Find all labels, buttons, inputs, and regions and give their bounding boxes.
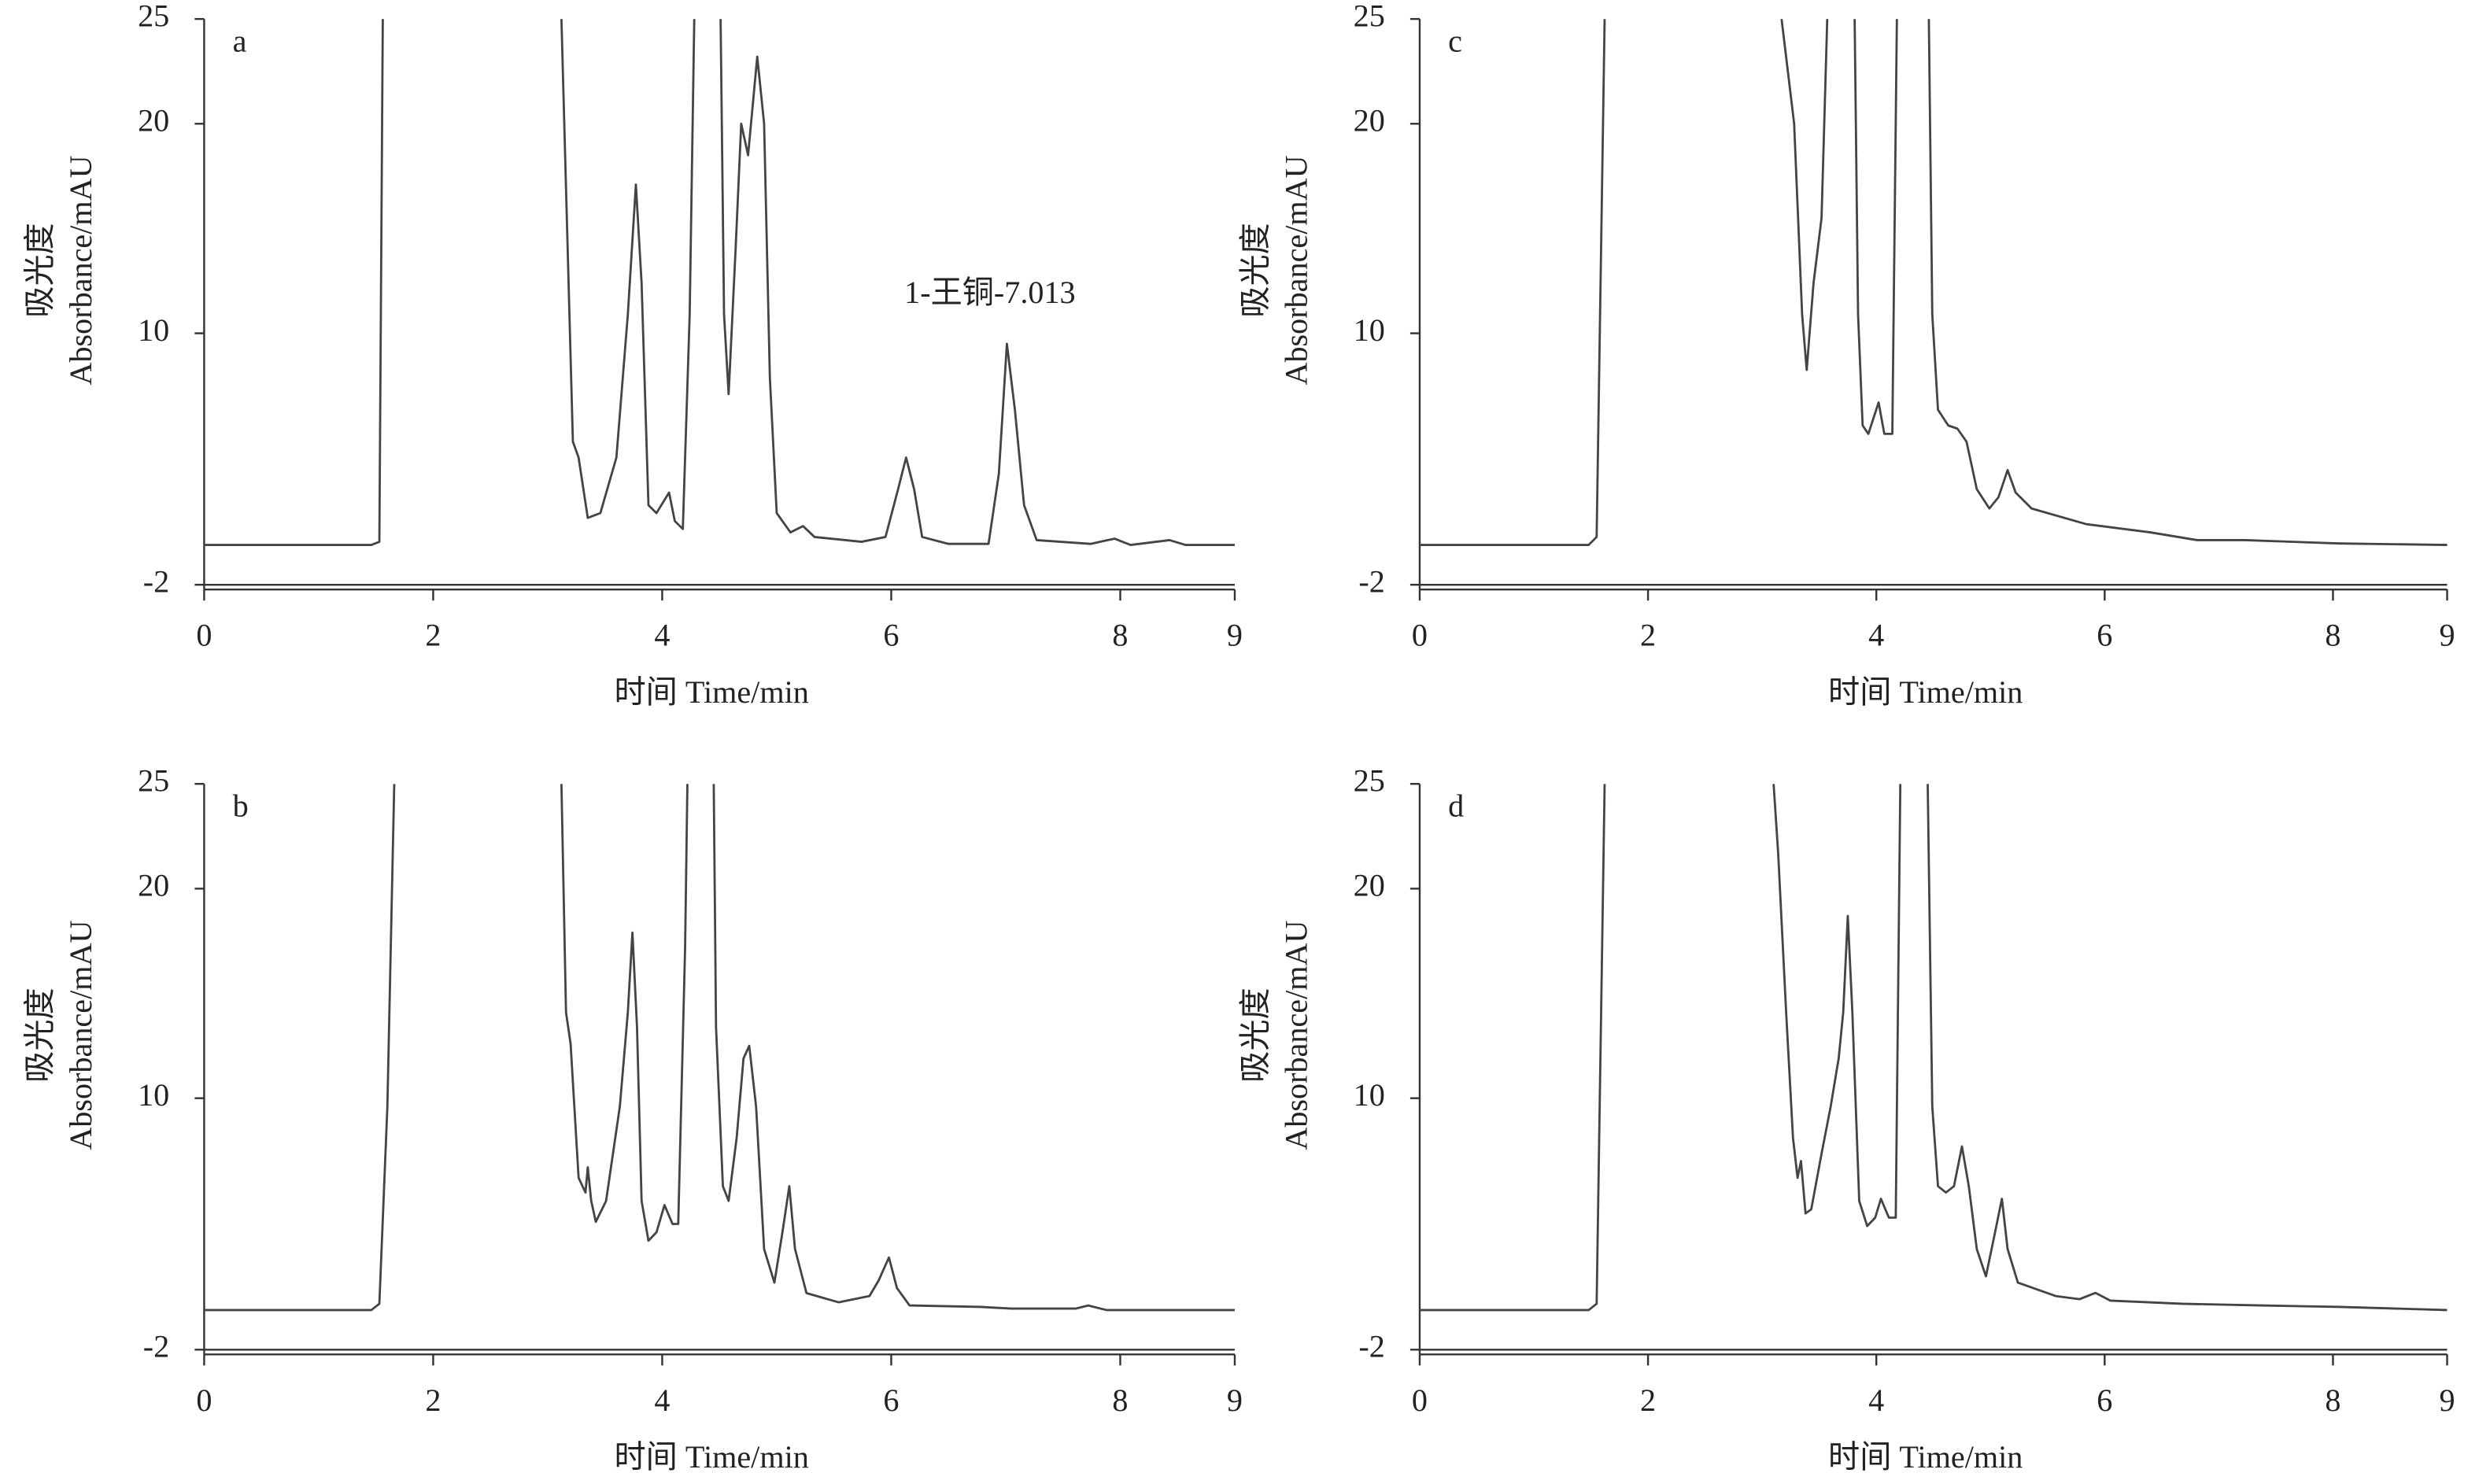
x-tick-label: 0	[1412, 618, 1428, 653]
y-tick-label: 25	[138, 762, 169, 798]
y-tick-label: -2	[1358, 1328, 1384, 1364]
x-tick-label: 6	[883, 1382, 899, 1418]
y-tick-label: -2	[1358, 563, 1384, 599]
y-tick-label: 20	[1354, 868, 1385, 903]
x-tick-label: 4	[654, 1382, 670, 1418]
y-axis-label: Absorbance/mAU	[1279, 920, 1314, 1150]
x-tick-label: 0	[196, 618, 212, 653]
y-tick-label: 10	[138, 312, 169, 348]
y-tick-label: -2	[143, 1328, 169, 1364]
x-tick-label: 4	[654, 618, 670, 653]
panel: 0 2 4 6 8 9 -2 10 20 25 时间 Time/min 吸光度 Absorbance/m…	[22, 762, 1243, 1475]
x-tick-label: 8	[2325, 1382, 2340, 1418]
x-tick-label: 2	[1640, 1382, 1656, 1418]
y-tick-label: 25	[1354, 0, 1385, 33]
x-tick-label: 4	[1868, 618, 1884, 653]
panel-label: b	[233, 788, 249, 824]
y-tick-label: 10	[1354, 1077, 1385, 1113]
x-tick-label: 0	[1412, 1382, 1428, 1418]
y-axis-label: Absorbance/mAU	[63, 155, 98, 385]
peak-annotation: 1-王铜-7.013	[904, 275, 1076, 310]
trace	[1419, 784, 2448, 1312]
x-axis-label: 时间 Time/min	[614, 674, 808, 710]
y-tick-label: 10	[1354, 312, 1385, 348]
x-tick-label: 9	[2439, 1382, 2455, 1418]
y-tick-label: -2	[143, 563, 169, 599]
x-axis-label: 时间 Time/min	[1828, 674, 2023, 710]
panel: 0 2 4 6 8 9 -2 10 20 25 时间 Time/min 吸光度 Absorbance/m…	[1237, 762, 2455, 1475]
x-tick-label: 9	[1227, 618, 1243, 653]
y-axis-label: 吸光度	[1237, 987, 1273, 1082]
y-tick-label: 25	[138, 0, 169, 33]
x-tick-label: 8	[1112, 1382, 1128, 1418]
x-axis-label: 时间 Time/min	[1828, 1439, 2023, 1475]
x-tick-label: 2	[425, 1382, 441, 1418]
panel: 0 2 4 6 8 9 -2 10 20 25 时间 Time/min 吸光度 Absorbance/m…	[1237, 0, 2455, 710]
y-tick-label: 20	[138, 868, 169, 903]
y-tick-label: 25	[1354, 762, 1385, 798]
x-tick-label: 6	[883, 618, 899, 653]
x-tick-label: 0	[196, 1382, 212, 1418]
trace	[1419, 19, 2448, 546]
x-tick-label: 9	[1227, 1382, 1243, 1418]
panel-label: a	[233, 23, 247, 58]
y-tick-label: 10	[138, 1077, 169, 1113]
x-tick-label: 8	[2325, 618, 2340, 653]
y-axis-label: 吸光度	[1237, 223, 1273, 317]
y-tick-label: 20	[138, 102, 169, 138]
y-axis-label: 吸光度	[22, 987, 57, 1082]
x-tick-label: 4	[1868, 1382, 1884, 1418]
x-tick-label: 9	[2439, 618, 2455, 653]
y-axis-label: Absorbance/mAU	[1279, 155, 1314, 385]
y-axis-label: Absorbance/mAU	[63, 920, 98, 1150]
x-axis-label: 时间 Time/min	[614, 1439, 808, 1475]
x-tick-label: 8	[1112, 618, 1128, 653]
panel-label: d	[1448, 788, 1464, 824]
trace	[204, 784, 1235, 1312]
x-tick-label: 2	[425, 618, 441, 653]
panel: 0 2 4 6 8 9 -2 10 20 25 时间 Time/min 吸光度 Absorbance/m…	[22, 0, 1243, 710]
x-tick-label: 6	[2097, 1382, 2112, 1418]
trace	[204, 19, 1235, 546]
panel-label: c	[1448, 23, 1462, 58]
x-tick-label: 2	[1640, 618, 1656, 653]
y-tick-label: 20	[1354, 102, 1385, 138]
x-tick-label: 6	[2097, 618, 2112, 653]
y-axis-label: 吸光度	[22, 223, 57, 317]
